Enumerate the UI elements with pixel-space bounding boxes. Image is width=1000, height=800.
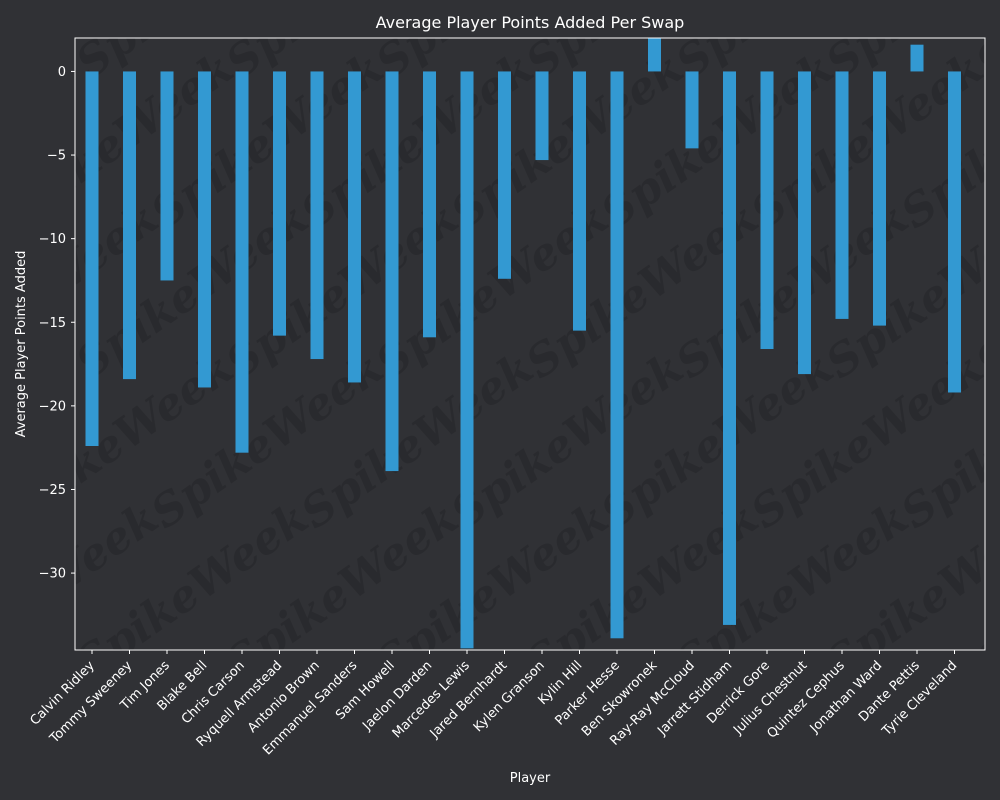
bar bbox=[535, 71, 549, 161]
y-tick-label: 0 bbox=[58, 65, 66, 80]
bar bbox=[235, 71, 249, 453]
bar bbox=[573, 71, 586, 331]
bar bbox=[910, 44, 924, 72]
bar bbox=[85, 71, 99, 446]
bar bbox=[423, 71, 436, 338]
y-tick-label: −15 bbox=[39, 316, 66, 331]
bar bbox=[835, 71, 849, 319]
bar bbox=[610, 71, 624, 639]
plot-frame bbox=[74, 37, 986, 651]
bar bbox=[385, 71, 399, 472]
y-tick-label: −25 bbox=[39, 483, 66, 498]
x-axis-label: Player bbox=[510, 771, 551, 786]
bar bbox=[723, 71, 736, 625]
y-tick-label: −20 bbox=[39, 399, 66, 414]
watermark-text: SpikeWeek bbox=[0, 492, 168, 689]
bar bbox=[123, 71, 136, 380]
bar bbox=[498, 71, 511, 279]
x-tick-label: Calvin Ridley bbox=[27, 658, 98, 729]
chart-title: Average Player Points Added Per Swap bbox=[376, 13, 685, 32]
bar bbox=[798, 71, 811, 375]
y-tick-label: −10 bbox=[39, 232, 66, 247]
bar bbox=[760, 71, 774, 350]
bar bbox=[198, 71, 211, 388]
bar bbox=[273, 71, 286, 336]
bar bbox=[310, 71, 324, 360]
bar bbox=[873, 71, 886, 326]
bar bbox=[648, 38, 661, 72]
bar bbox=[160, 71, 174, 281]
y-axis-label: Average Player Points Added bbox=[14, 251, 29, 438]
bars-layer bbox=[85, 38, 961, 649]
bar bbox=[460, 71, 474, 649]
bar bbox=[348, 71, 361, 383]
bar bbox=[685, 71, 699, 149]
y-tick-label: −5 bbox=[47, 149, 66, 164]
y-tick-label: −30 bbox=[39, 567, 66, 582]
bar bbox=[948, 71, 961, 393]
watermark-layer: SpikeWeekSpikeWeekSpikeWeekSpikeWeekSpik… bbox=[0, 0, 1000, 689]
